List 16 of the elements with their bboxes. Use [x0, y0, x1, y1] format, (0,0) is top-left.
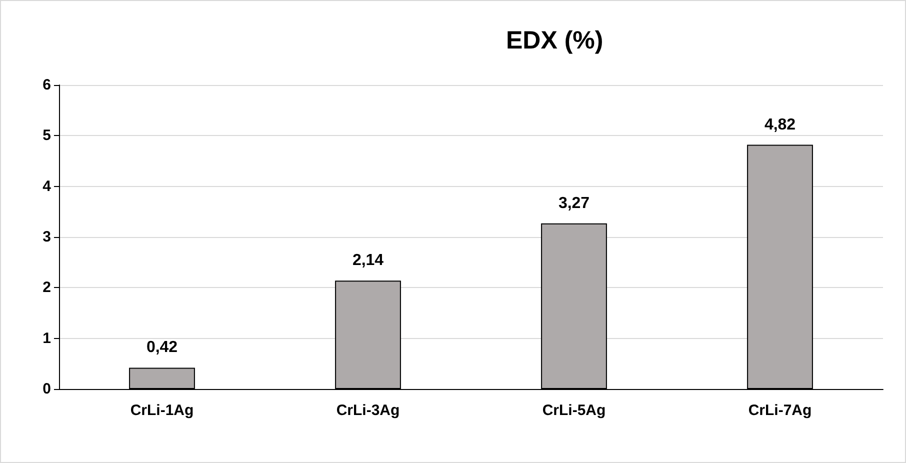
x-tick-label: CrLi-5Ag [542, 402, 606, 419]
data-label: 2,14 [352, 252, 384, 270]
data-label: 3,27 [558, 194, 590, 212]
chart-title: EDX (%) [506, 26, 604, 54]
y-tick-label: 5 [42, 127, 51, 144]
y-tick-label: 4 [42, 178, 52, 195]
data-label: 0,42 [146, 339, 178, 356]
data-label: 4,82 [764, 116, 796, 134]
y-tick-label: 0 [42, 380, 51, 398]
y-tick-label: 1 [42, 330, 51, 347]
x-tick-label: CrLi-3Ag [336, 402, 400, 419]
y-tick-label: 6 [42, 76, 51, 94]
y-tick-label: 3 [42, 228, 51, 246]
x-tick-label: CrLi-7Ag [748, 402, 812, 419]
x-tick-label: CrLi-1Ag [130, 402, 194, 419]
y-tick-label: 2 [42, 279, 51, 296]
